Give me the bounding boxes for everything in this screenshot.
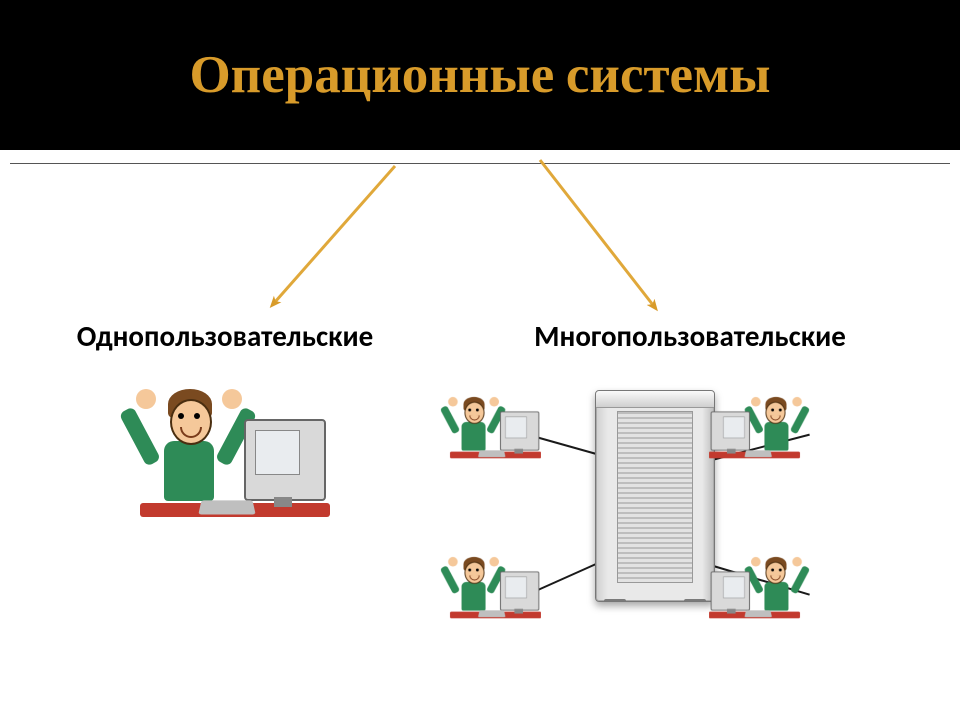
user-arm xyxy=(790,405,810,434)
slide-stage: Операционные системы Однопользовательски… xyxy=(0,0,960,720)
category-multi-user: Многопользовательские xyxy=(470,318,910,354)
user-at-pc-icon xyxy=(140,385,330,525)
user-arm xyxy=(790,565,810,594)
user-face xyxy=(468,408,471,411)
arrow-to-multi-user xyxy=(540,160,653,305)
pc-monitor-icon xyxy=(711,411,750,450)
pc-monitor-icon xyxy=(244,419,326,501)
pc-monitor-stand xyxy=(514,609,523,614)
user-torso xyxy=(764,582,788,611)
pc-monitor-stand xyxy=(727,449,736,454)
user-arm xyxy=(440,565,460,594)
pc-keyboard-icon xyxy=(198,500,255,514)
user-head xyxy=(170,399,212,445)
pc-keyboard-icon xyxy=(478,610,506,617)
user-face xyxy=(779,408,782,411)
pc-monitor-stand xyxy=(727,609,736,614)
user-head xyxy=(464,402,484,424)
user-torso xyxy=(764,422,788,451)
user-hand xyxy=(751,557,761,567)
pc-monitor-stand xyxy=(274,497,292,507)
user-arm xyxy=(119,406,161,466)
user-hand xyxy=(448,397,458,407)
user-hand xyxy=(222,389,242,409)
arrow-to-single-user xyxy=(275,166,395,302)
user-hand xyxy=(792,557,802,567)
user-face xyxy=(178,413,184,419)
user-face xyxy=(771,568,774,571)
user-at-pc-icon xyxy=(450,395,494,427)
pc-monitor-icon xyxy=(500,411,539,450)
category-single-user: Однопользовательские xyxy=(25,318,425,354)
user-torso xyxy=(164,441,214,501)
user-hand xyxy=(136,389,156,409)
server-vents xyxy=(617,411,693,583)
server-tower-icon xyxy=(595,390,715,602)
user-face xyxy=(468,568,471,571)
user-face xyxy=(194,413,200,419)
pc-monitor-icon xyxy=(711,571,750,610)
pc-monitor-icon xyxy=(500,571,539,610)
user-hand xyxy=(751,397,761,407)
slide-title: Операционные системы xyxy=(189,45,770,106)
user-head xyxy=(765,562,785,584)
pc-keyboard-icon xyxy=(744,450,772,457)
pc-keyboard-icon xyxy=(478,450,506,457)
user-arm xyxy=(440,405,460,434)
user-hand xyxy=(448,557,458,567)
pc-monitor-stand xyxy=(514,449,523,454)
user-face xyxy=(779,568,782,571)
server-foot xyxy=(604,599,626,602)
user-hand xyxy=(792,397,802,407)
user-torso xyxy=(462,582,486,611)
user-head xyxy=(464,562,484,584)
pc-keyboard-icon xyxy=(744,610,772,617)
user-hand xyxy=(489,557,499,567)
user-hand xyxy=(489,397,499,407)
user-face xyxy=(476,408,479,411)
user-face xyxy=(476,568,479,571)
user-face xyxy=(771,408,774,411)
title-divider xyxy=(10,163,950,164)
user-at-pc-icon xyxy=(756,395,800,427)
server-foot xyxy=(684,599,706,602)
title-bar: Операционные системы xyxy=(0,0,960,150)
user-at-pc-icon xyxy=(756,555,800,587)
user-head xyxy=(765,402,785,424)
user-at-pc-icon xyxy=(450,555,494,587)
user-torso xyxy=(462,422,486,451)
